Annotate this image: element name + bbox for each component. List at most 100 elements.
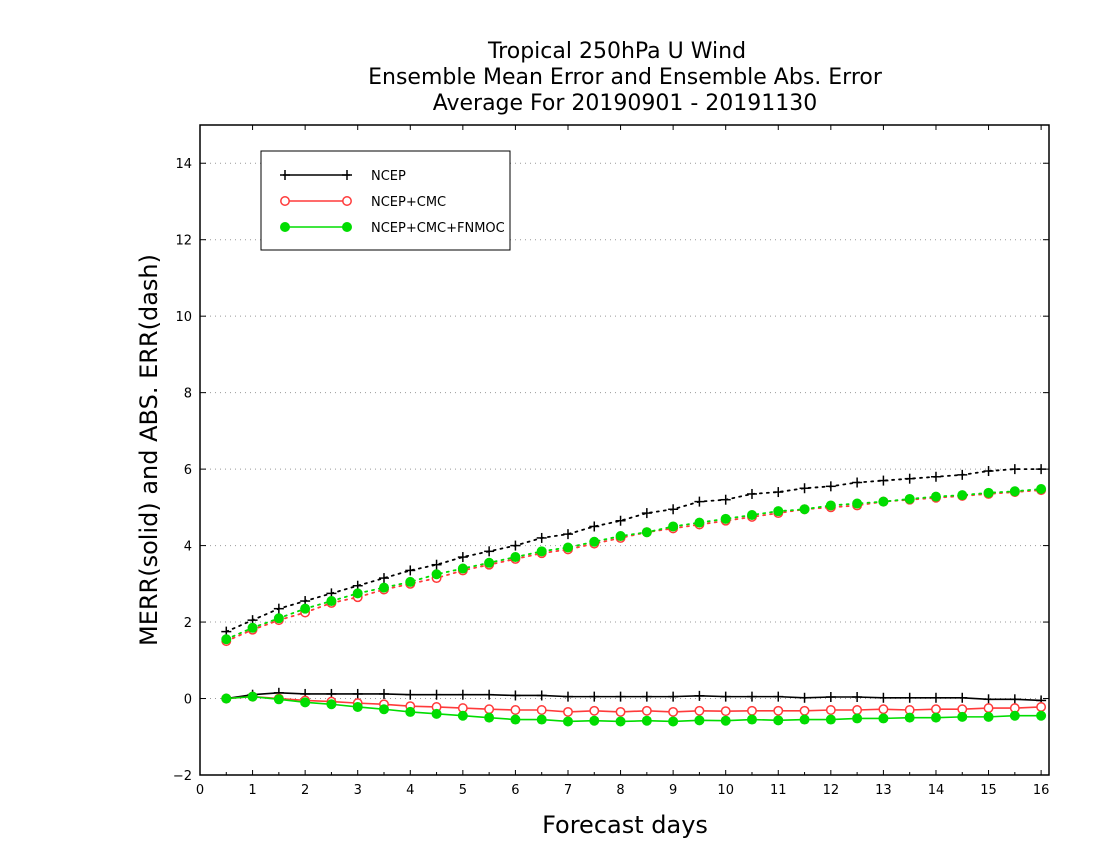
abs-error-point	[1009, 464, 1020, 475]
mean-error-point	[484, 704, 495, 715]
legend-label: NCEP+CMC+FNMOC	[371, 221, 505, 236]
abs-error-point	[221, 634, 232, 645]
mean-error-point	[352, 688, 363, 699]
abs-error-point	[562, 529, 573, 540]
abs-error-point	[510, 540, 521, 551]
y-axis: −2 0 2 4 6 8 10 12 14	[173, 157, 1049, 784]
mean-error-point	[510, 690, 521, 701]
abs-error-point	[1036, 464, 1047, 475]
abs-error-point	[746, 488, 757, 499]
mean-error-point	[484, 689, 495, 700]
marker-open-circle	[342, 196, 352, 206]
chart-title: Tropical 250hPa U Wind Ensemble Mean Err…	[368, 39, 883, 116]
abs-error-point	[405, 576, 416, 587]
abs-error-point	[589, 536, 600, 547]
mean-error-point	[378, 704, 389, 715]
mean-error-point	[720, 715, 731, 726]
abs-error-point	[773, 506, 784, 517]
mean-error-point	[536, 705, 547, 715]
x-tick-label: 2	[301, 783, 309, 798]
mean-error-point	[930, 692, 941, 703]
mean-error-point	[641, 715, 652, 726]
x-tick-label: 14	[928, 783, 945, 798]
abs-error-point	[352, 588, 363, 599]
abs-error-point	[957, 469, 968, 480]
legend-entry: NCEP+CMC+FNMOC	[280, 221, 505, 236]
mean-error-point	[273, 694, 284, 705]
abs-error-point	[562, 542, 573, 553]
x-tick-label: 13	[875, 783, 892, 798]
mean-error-point	[457, 710, 468, 721]
mean-error-point	[825, 714, 836, 725]
x-tick-label: 10	[717, 783, 734, 798]
abs-error-point	[799, 483, 810, 494]
abs-error-point	[326, 596, 337, 607]
series-layer	[221, 464, 1047, 727]
mean-error-point	[773, 691, 784, 702]
mean-error-point	[878, 704, 889, 715]
title-line-1: Tropical 250hPa U Wind	[487, 39, 746, 64]
abs-error-point	[536, 532, 547, 543]
mean-error-point	[773, 705, 784, 716]
mean-error-point	[615, 716, 626, 727]
mean-error-point	[957, 692, 968, 703]
abs-error-point	[694, 517, 705, 528]
abs-error-point	[457, 552, 468, 563]
marker-open-circle	[280, 196, 290, 206]
abs-error-point	[825, 481, 836, 492]
y-tick-label: 0	[184, 693, 192, 708]
mean-error-point	[536, 714, 547, 725]
mean-error-point	[562, 691, 573, 702]
abs-error-line	[225, 489, 1043, 643]
abs-error-point	[668, 521, 679, 532]
y-axis-label: MERR(solid) and ABS. ERR(dash)	[135, 254, 163, 646]
abs-error-point	[247, 622, 258, 633]
mean-error-point	[457, 689, 468, 700]
mean-error-point	[562, 716, 573, 727]
y-tick-label: 12	[175, 234, 192, 249]
abs-error-point	[773, 487, 784, 498]
series-ncep	[221, 464, 1047, 706]
mean-error-point	[720, 691, 731, 702]
abs-error-point	[431, 559, 442, 570]
abs-error-point	[720, 513, 731, 524]
abs-error-point	[694, 496, 705, 507]
marker-plus	[342, 170, 352, 180]
mean-error-point	[221, 693, 232, 704]
mean-error-point	[825, 705, 836, 715]
plot-frame	[199, 124, 1050, 776]
mean-error-point	[589, 691, 600, 702]
mean-error-point	[747, 705, 757, 716]
y-tick-label: 14	[175, 157, 192, 172]
mean-error-point	[746, 691, 757, 702]
mean-error-point	[931, 704, 941, 715]
mean-error-point	[799, 692, 810, 703]
abs-error-point	[746, 510, 757, 520]
abs-error-line	[225, 468, 1043, 633]
y-tick-label: 2	[184, 616, 192, 631]
legend-entry: NCEP	[280, 169, 406, 184]
mean-error-point	[536, 690, 547, 701]
y-tick-label: −2	[173, 769, 192, 784]
mean-error-point	[904, 712, 915, 723]
mean-error-point	[1036, 710, 1047, 721]
x-axis-label: Forecast days	[542, 811, 708, 839]
gridlines	[200, 162, 1049, 776]
abs-error-point	[904, 473, 915, 484]
abs-error-point	[641, 508, 652, 519]
mean-error-line	[226, 691, 1042, 702]
series-ncep-cmc-fnmoc	[221, 484, 1047, 727]
mean-error-line	[226, 695, 1042, 713]
mean-error-point	[957, 711, 968, 722]
abs-error-point	[273, 613, 284, 624]
x-tick-label: 0	[196, 783, 204, 798]
abs-error-point	[878, 475, 889, 486]
x-tick-label: 5	[459, 783, 467, 798]
mean-error-point	[1009, 694, 1020, 705]
abs-error-point	[957, 490, 968, 501]
legend-entry: NCEP+CMC	[280, 195, 446, 210]
mean-error-point	[1036, 701, 1047, 712]
abs-error-point	[1009, 486, 1020, 497]
mean-error-point	[878, 692, 889, 703]
